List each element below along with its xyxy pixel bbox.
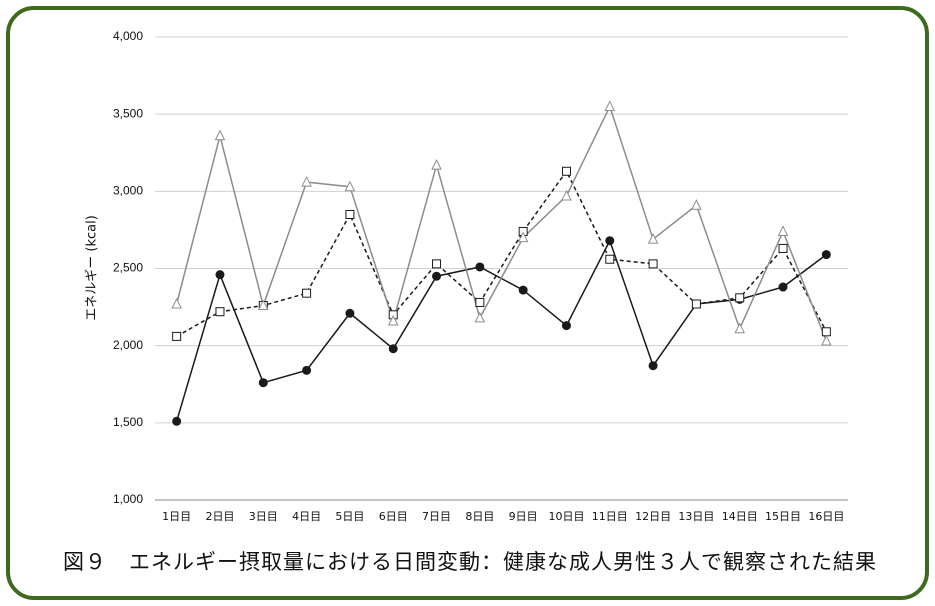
point: [432, 271, 442, 281]
point: [518, 285, 528, 295]
point: [517, 231, 529, 243]
point: [605, 236, 615, 246]
point: [475, 262, 485, 272]
point: [561, 321, 571, 331]
point: [605, 254, 615, 264]
point: [821, 327, 831, 337]
y-tick-label: 2,500: [113, 261, 143, 275]
x-tick-label: 11日目: [592, 510, 628, 523]
point: [258, 378, 268, 388]
x-tick-label: 9日目: [509, 510, 538, 523]
point: [302, 288, 312, 298]
x-tick-label: 3日目: [249, 510, 278, 523]
x-tick-label: 14日目: [722, 510, 758, 523]
x-tick-label: 8日目: [465, 510, 494, 523]
point: [215, 307, 225, 317]
x-tick-label: 1日目: [162, 510, 191, 523]
y-tick-label: 1,000: [113, 492, 143, 506]
point: [821, 334, 832, 346]
x-tick-label: 12日目: [635, 510, 671, 523]
x-tick-label: 13日目: [678, 510, 714, 523]
point: [301, 175, 312, 187]
x-tick-label: 4日目: [292, 510, 321, 523]
point: [735, 293, 745, 303]
series-line: [175, 104, 828, 342]
x-tick-label: 6日目: [379, 510, 408, 523]
point: [778, 282, 788, 292]
point: [257, 299, 269, 311]
point: [647, 233, 659, 244]
x-tick-label: 10日目: [548, 510, 584, 523]
point: [388, 344, 398, 354]
x-tick-label: 2日目: [205, 510, 234, 523]
point: [215, 270, 225, 280]
frame: [6, 6, 929, 600]
point: [561, 166, 571, 176]
caption: 図９ エネルギー摂取量における日間変動：健康な成人男性３人で観察された結果: [63, 550, 877, 574]
point: [691, 199, 702, 210]
point: [431, 158, 442, 170]
y-tick-label: 3,500: [113, 106, 143, 120]
y-axis-label: エネルギー (kcal): [85, 215, 100, 321]
x-tick-label: 5日目: [335, 510, 364, 523]
point: [648, 259, 658, 269]
point: [214, 129, 226, 141]
y-tick-label: 4,000: [113, 29, 143, 43]
point: [172, 416, 182, 426]
point: [171, 297, 182, 309]
point: [734, 322, 746, 334]
point: [432, 259, 442, 269]
y-tick-label: 1,500: [113, 415, 143, 429]
series-line: [176, 169, 828, 338]
x-tick-label: 7日目: [422, 510, 451, 523]
point: [474, 311, 486, 323]
point: [648, 361, 658, 371]
point: [345, 308, 355, 318]
point: [172, 331, 182, 341]
point: [821, 250, 831, 260]
point: [344, 180, 356, 192]
point: [345, 209, 355, 219]
y-tick-label: 2,000: [113, 338, 143, 352]
x-tick-label: 15日目: [765, 510, 801, 523]
point: [691, 299, 701, 309]
point: [302, 365, 312, 375]
x-tick-label: 16日目: [808, 510, 844, 523]
point: [475, 297, 485, 307]
point: [777, 225, 789, 236]
point: [561, 189, 572, 201]
point: [387, 314, 399, 326]
y-tick-label: 3,000: [113, 184, 143, 198]
point: [604, 100, 616, 111]
point: [778, 243, 788, 253]
